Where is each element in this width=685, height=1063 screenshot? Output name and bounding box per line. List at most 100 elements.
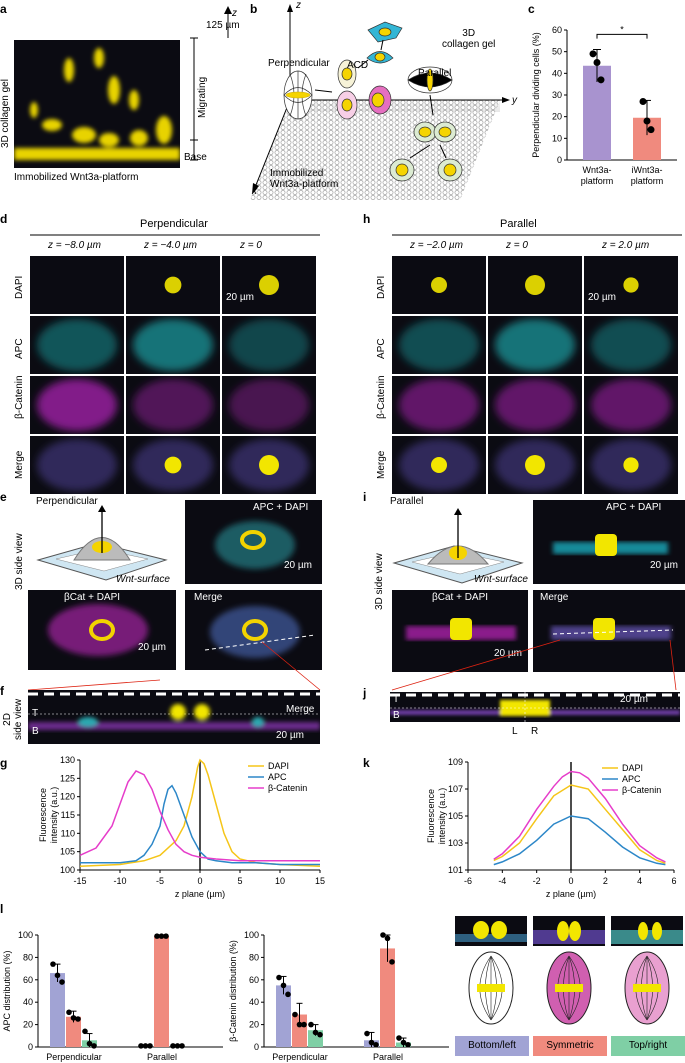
x-tick-label: -5 bbox=[156, 876, 164, 886]
legend-label: APC bbox=[622, 774, 641, 784]
micro-cell bbox=[392, 376, 486, 434]
panel-e-apc-image bbox=[185, 500, 322, 584]
micro-cell bbox=[126, 316, 220, 374]
panel-i-apc-label: APC + DAPI bbox=[606, 502, 662, 513]
data-point bbox=[142, 1043, 149, 1049]
data-point bbox=[301, 1021, 307, 1028]
y-tick-label: 105 bbox=[60, 847, 75, 857]
series-line bbox=[79, 770, 320, 862]
chart-k: 101 103 105 107 109 -6 -4 -2 0 2 4 6 z plane (µm) Flu… bbox=[426, 757, 677, 899]
micro-cell bbox=[488, 256, 582, 314]
series-line bbox=[80, 784, 320, 866]
x-axis-label: z plane (µm) bbox=[546, 889, 596, 899]
panel-f-merge: Merge bbox=[286, 704, 315, 715]
panel-i-side: 3D side view bbox=[374, 553, 385, 610]
y-tick-label: 40 bbox=[552, 68, 562, 78]
y-tick-label: 0 bbox=[254, 1042, 259, 1052]
panel-i-bcat-label: βCat + DAPI bbox=[432, 592, 489, 603]
panel-label-g: g bbox=[0, 756, 8, 770]
data-point bbox=[75, 1016, 81, 1022]
micro-cell bbox=[392, 316, 486, 374]
micro-cell bbox=[584, 436, 678, 494]
micro-cell bbox=[126, 376, 220, 434]
category-label: iWnt3a- bbox=[631, 165, 662, 175]
panel-l-thumb-2 bbox=[533, 916, 605, 946]
y-tick-label: 20 bbox=[23, 1020, 33, 1030]
panel-a-ylabel: 3D collagen gel bbox=[0, 79, 11, 148]
panel-l-thumb-3 bbox=[611, 916, 683, 946]
chart-c: 0 10 20 30 40 50 60 Perpendicular dividing cell… bbox=[531, 24, 677, 186]
row-label-2: β-Catenin bbox=[376, 375, 387, 419]
legend-item: Bottom/left bbox=[455, 1036, 529, 1056]
y-tick-label: 30 bbox=[552, 90, 562, 100]
panel-b-platform: Immobilized Wnt3a-platform bbox=[270, 168, 339, 190]
panel-i-schematic bbox=[392, 508, 524, 584]
x-tick-label: -15 bbox=[73, 876, 86, 886]
y-tick-label: 100 bbox=[60, 865, 75, 875]
micro-cell bbox=[392, 256, 486, 314]
data-point bbox=[285, 991, 291, 998]
panel-e-schematic bbox=[36, 505, 168, 581]
bar bbox=[50, 973, 65, 1047]
panel-label-l: l bbox=[0, 902, 4, 916]
panel-e-bcat-label: βCat + DAPI bbox=[64, 592, 121, 603]
y-tick-label: 103 bbox=[448, 838, 463, 848]
data-point bbox=[589, 50, 597, 58]
panel-i-scale1: 20 µm bbox=[650, 560, 678, 571]
data-point bbox=[154, 933, 160, 939]
panel-a-axis bbox=[190, 6, 232, 161]
y-tick-label: 109 bbox=[448, 757, 463, 767]
data-point bbox=[364, 1030, 370, 1037]
row-label-0: DAPI bbox=[14, 275, 25, 299]
data-point bbox=[179, 1043, 185, 1049]
panel-label-e: e bbox=[0, 490, 7, 504]
panel-b-x: x bbox=[252, 186, 257, 197]
legend-label: DAPI bbox=[268, 761, 289, 771]
x-tick-label: 15 bbox=[315, 876, 325, 886]
y-tick-label: 107 bbox=[448, 784, 463, 794]
panel-a-base: Base bbox=[184, 152, 207, 163]
row-label-0: DAPI bbox=[376, 275, 387, 299]
data-point bbox=[50, 961, 56, 967]
panel-h-title: Parallel bbox=[500, 218, 537, 230]
y-tick-label: 0 bbox=[28, 1042, 33, 1052]
x-tick-label: -10 bbox=[113, 876, 126, 886]
bar bbox=[154, 936, 169, 1047]
x-axis-label: z plane (µm) bbox=[175, 889, 225, 899]
panel-label-b: b bbox=[250, 2, 258, 16]
y-tick-label: 80 bbox=[249, 952, 259, 962]
bar bbox=[276, 985, 291, 1047]
y-tick-label: 60 bbox=[23, 975, 33, 985]
data-point bbox=[405, 1041, 411, 1048]
significance-bracket bbox=[596, 33, 648, 39]
panel-label-c: c bbox=[528, 2, 535, 16]
x-tick-label: 10 bbox=[275, 876, 285, 886]
y-tick-label: 20 bbox=[249, 1020, 259, 1030]
y-tick-label: 115 bbox=[61, 810, 75, 820]
data-point bbox=[82, 1028, 88, 1035]
x-tick-label: 4 bbox=[637, 876, 642, 886]
micro-cell bbox=[488, 436, 582, 494]
data-point bbox=[400, 1039, 407, 1046]
y-tick-label: 101 bbox=[448, 865, 463, 875]
chart-l-apc: 0 20 40 60 80 100 APC distribution (%) Perpendi… bbox=[2, 930, 223, 1062]
data-point bbox=[138, 1043, 144, 1049]
panel-j-scale: 20 µm bbox=[620, 694, 648, 705]
col-header-1: z = 0 bbox=[506, 240, 528, 251]
col-header-2: z = 2.0 µm bbox=[602, 240, 650, 251]
panel-b-z: z bbox=[296, 0, 301, 11]
group-label: Perpendicular bbox=[272, 1052, 328, 1062]
chromosome-band bbox=[555, 984, 583, 992]
y-tick-label: 40 bbox=[23, 997, 33, 1007]
data-point bbox=[292, 1011, 298, 1018]
category-label: platform bbox=[581, 176, 614, 186]
panel-e-merge-image bbox=[185, 590, 322, 670]
panel-i-title: Parallel bbox=[390, 496, 424, 507]
col-header-0: z = −8.0 µm bbox=[48, 240, 102, 251]
data-point bbox=[280, 982, 287, 989]
micro-cell bbox=[488, 376, 582, 434]
micro-cell bbox=[222, 376, 316, 434]
data-point bbox=[639, 98, 647, 105]
x-tick-label: 6 bbox=[671, 876, 676, 886]
x-tick-label: -2 bbox=[533, 876, 541, 886]
